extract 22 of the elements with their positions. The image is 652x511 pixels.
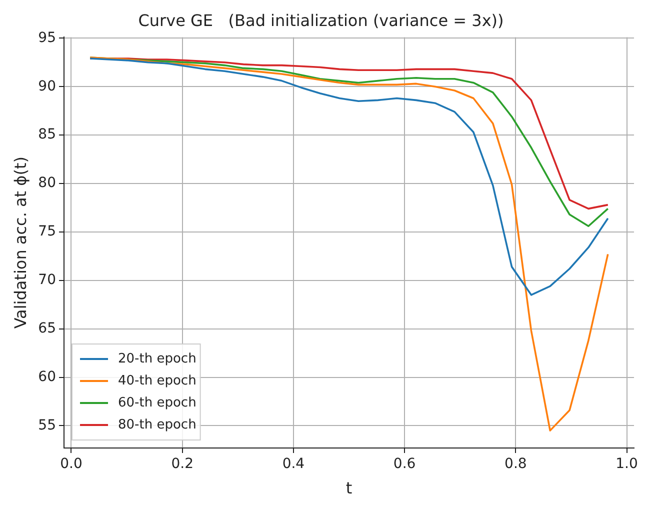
- y-tick-label: 60: [38, 368, 56, 385]
- legend-label: 20-th epoch: [118, 351, 196, 366]
- x-tick-label: 1.0: [616, 456, 638, 472]
- y-tick-label: 80: [38, 175, 56, 192]
- x-tick-label: 0.0: [60, 456, 82, 472]
- y-tick-label: 85: [38, 126, 56, 143]
- x-axis-title: t: [346, 478, 352, 498]
- y-axis-title: Validation acc. at ϕ(t): [10, 156, 30, 329]
- x-tick-label: 0.6: [393, 456, 416, 472]
- x-tick-label: 0.2: [171, 456, 194, 472]
- chart-title: Curve GE (Bad initialization (variance = 3x)): [138, 10, 504, 30]
- y-tick-label: 55: [38, 417, 56, 434]
- legend-label: 40-th epoch: [118, 373, 196, 388]
- y-tick-label: 95: [38, 30, 56, 46]
- legend-label: 80-th epoch: [118, 417, 196, 432]
- legend-label: 60-th epoch: [118, 395, 196, 410]
- x-tick-label: 0.8: [504, 456, 527, 472]
- x-tick-label: 0.4: [282, 456, 305, 472]
- y-tick-label: 90: [38, 78, 56, 94]
- y-tick-label: 70: [38, 272, 56, 288]
- y-tick-label: 75: [38, 224, 56, 240]
- y-tick-label: 65: [38, 320, 56, 336]
